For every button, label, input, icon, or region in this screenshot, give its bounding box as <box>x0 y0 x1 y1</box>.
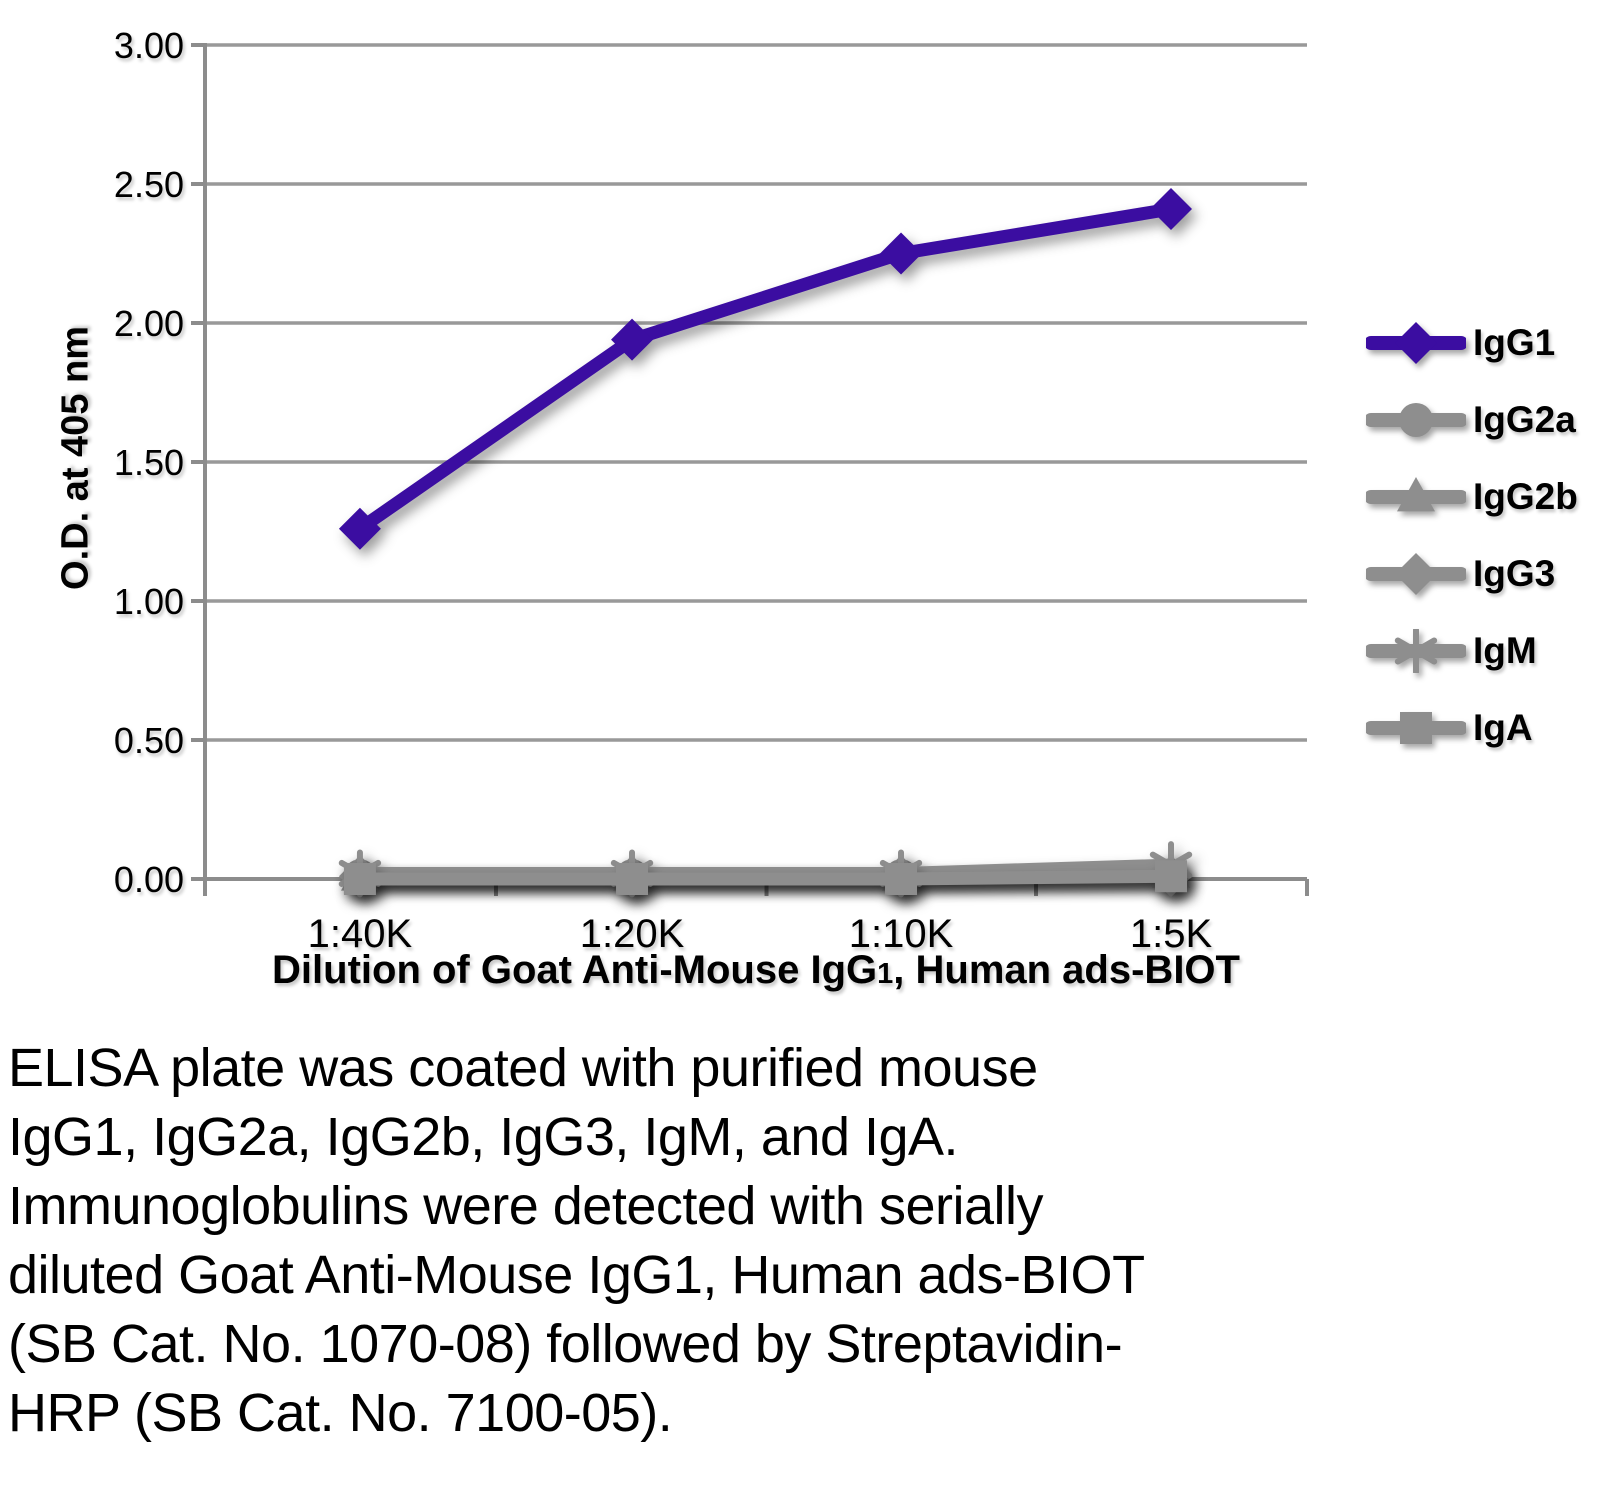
axes <box>191 43 1309 896</box>
elisa-line-chart: 0.00 0.50 1.00 1.50 2.00 2.50 3.00 1:40K 1:20K 1:… <box>54 25 1578 993</box>
legend-item-IgG1: IgG1 <box>1366 321 1578 365</box>
caption-line: (SB Cat. No. 1070-08) followed by Strept… <box>8 1314 1123 1374</box>
diamond-legend-icon <box>1366 322 1466 364</box>
legend-item-IgG3: IgG3 <box>1366 552 1578 596</box>
legend-item-IgG2b: IgG2b <box>1366 475 1578 519</box>
y-tick-label: 2.50 <box>114 164 184 205</box>
marker-square <box>616 863 649 895</box>
series-IgG1 <box>338 188 1193 550</box>
marker-triangle <box>1397 477 1435 512</box>
x-axis-title: Dilution of Goat Anti-Mouse IgG1, Human … <box>272 948 1240 993</box>
marker-square <box>1400 712 1432 744</box>
caption-line: ELISA plate was coated with purified mou… <box>8 1038 1038 1098</box>
x-tick-label: 1:10K <box>849 912 954 956</box>
y-tick-label: 2.00 <box>114 303 184 344</box>
x-axis-title-text: Dilution of Goat Anti-Mouse IgG <box>272 948 878 992</box>
marker-diamond <box>880 232 923 275</box>
y-tick-label: 1.00 <box>114 581 184 622</box>
marker-diamond <box>1395 322 1437 364</box>
legend-label: IgG2b <box>1473 476 1578 517</box>
circle-legend-icon <box>1366 403 1466 437</box>
series-IgA <box>343 860 1188 895</box>
legend-label: IgA <box>1473 707 1533 748</box>
marker-square <box>885 863 918 895</box>
marker-diamond <box>1395 553 1437 595</box>
x-tick-label: 1:20K <box>580 912 685 956</box>
legend-item-IgA: IgA <box>1366 706 1578 750</box>
legend-label: IgG1 <box>1473 322 1556 363</box>
x-axis-title-text: , Human ads-BIOT <box>893 948 1240 992</box>
y-tick-label: 1.50 <box>114 442 184 483</box>
x-axis-title-subscript: 1 <box>877 958 894 990</box>
y-tick-label: 3.00 <box>114 25 184 66</box>
square-legend-icon <box>1366 712 1466 744</box>
triangle-up-legend-icon <box>1366 477 1466 512</box>
marker-circle <box>1399 403 1433 437</box>
marker-diamond <box>1150 188 1193 231</box>
y-axis-title: O.D. at 405 nm <box>54 326 97 590</box>
marker-square <box>343 863 376 895</box>
legend: IgG1 IgG2a IgG2b IgG3 IgM IgA <box>1366 321 1578 783</box>
legend-label: IgG2a <box>1473 399 1576 440</box>
x-tick-label: 1:5K <box>1130 912 1213 956</box>
figure-caption: ELISA plate was coated with purified mou… <box>8 1034 1145 1448</box>
diamond-legend-icon <box>1366 553 1466 595</box>
legend-label: IgM <box>1473 630 1537 671</box>
asterisk-legend-icon <box>1366 629 1466 673</box>
y-tick-label: 0.00 <box>114 859 184 900</box>
marker-asterisk <box>1394 629 1438 673</box>
legend-item-IgG2a: IgG2a <box>1366 398 1578 442</box>
caption-line: IgG1, IgG2a, IgG2b, IgG3, IgM, and IgA. <box>8 1107 959 1167</box>
marker-diamond <box>338 507 381 550</box>
legend-item-IgM: IgM <box>1366 629 1578 673</box>
gridlines <box>205 43 1307 881</box>
x-tick-label: 1:40K <box>308 912 413 956</box>
series-line <box>359 869 1172 886</box>
caption-line: Immunoglobulins were detected with seria… <box>8 1176 1044 1236</box>
series-line <box>356 202 1173 535</box>
legend-label: IgG3 <box>1473 553 1556 594</box>
marker-square <box>1155 860 1188 893</box>
y-tick-label: 0.50 <box>114 720 184 761</box>
caption-line: HRP (SB Cat. No. 7100-05). <box>8 1383 673 1443</box>
marker-diamond <box>611 318 654 361</box>
caption-line: diluted Goat Anti-Mouse IgG1, Human ads-… <box>8 1245 1145 1305</box>
chart-canvas: 0.00 0.50 1.00 1.50 2.00 2.50 3.00 1:40K 1:20K 1:… <box>114 25 1309 956</box>
